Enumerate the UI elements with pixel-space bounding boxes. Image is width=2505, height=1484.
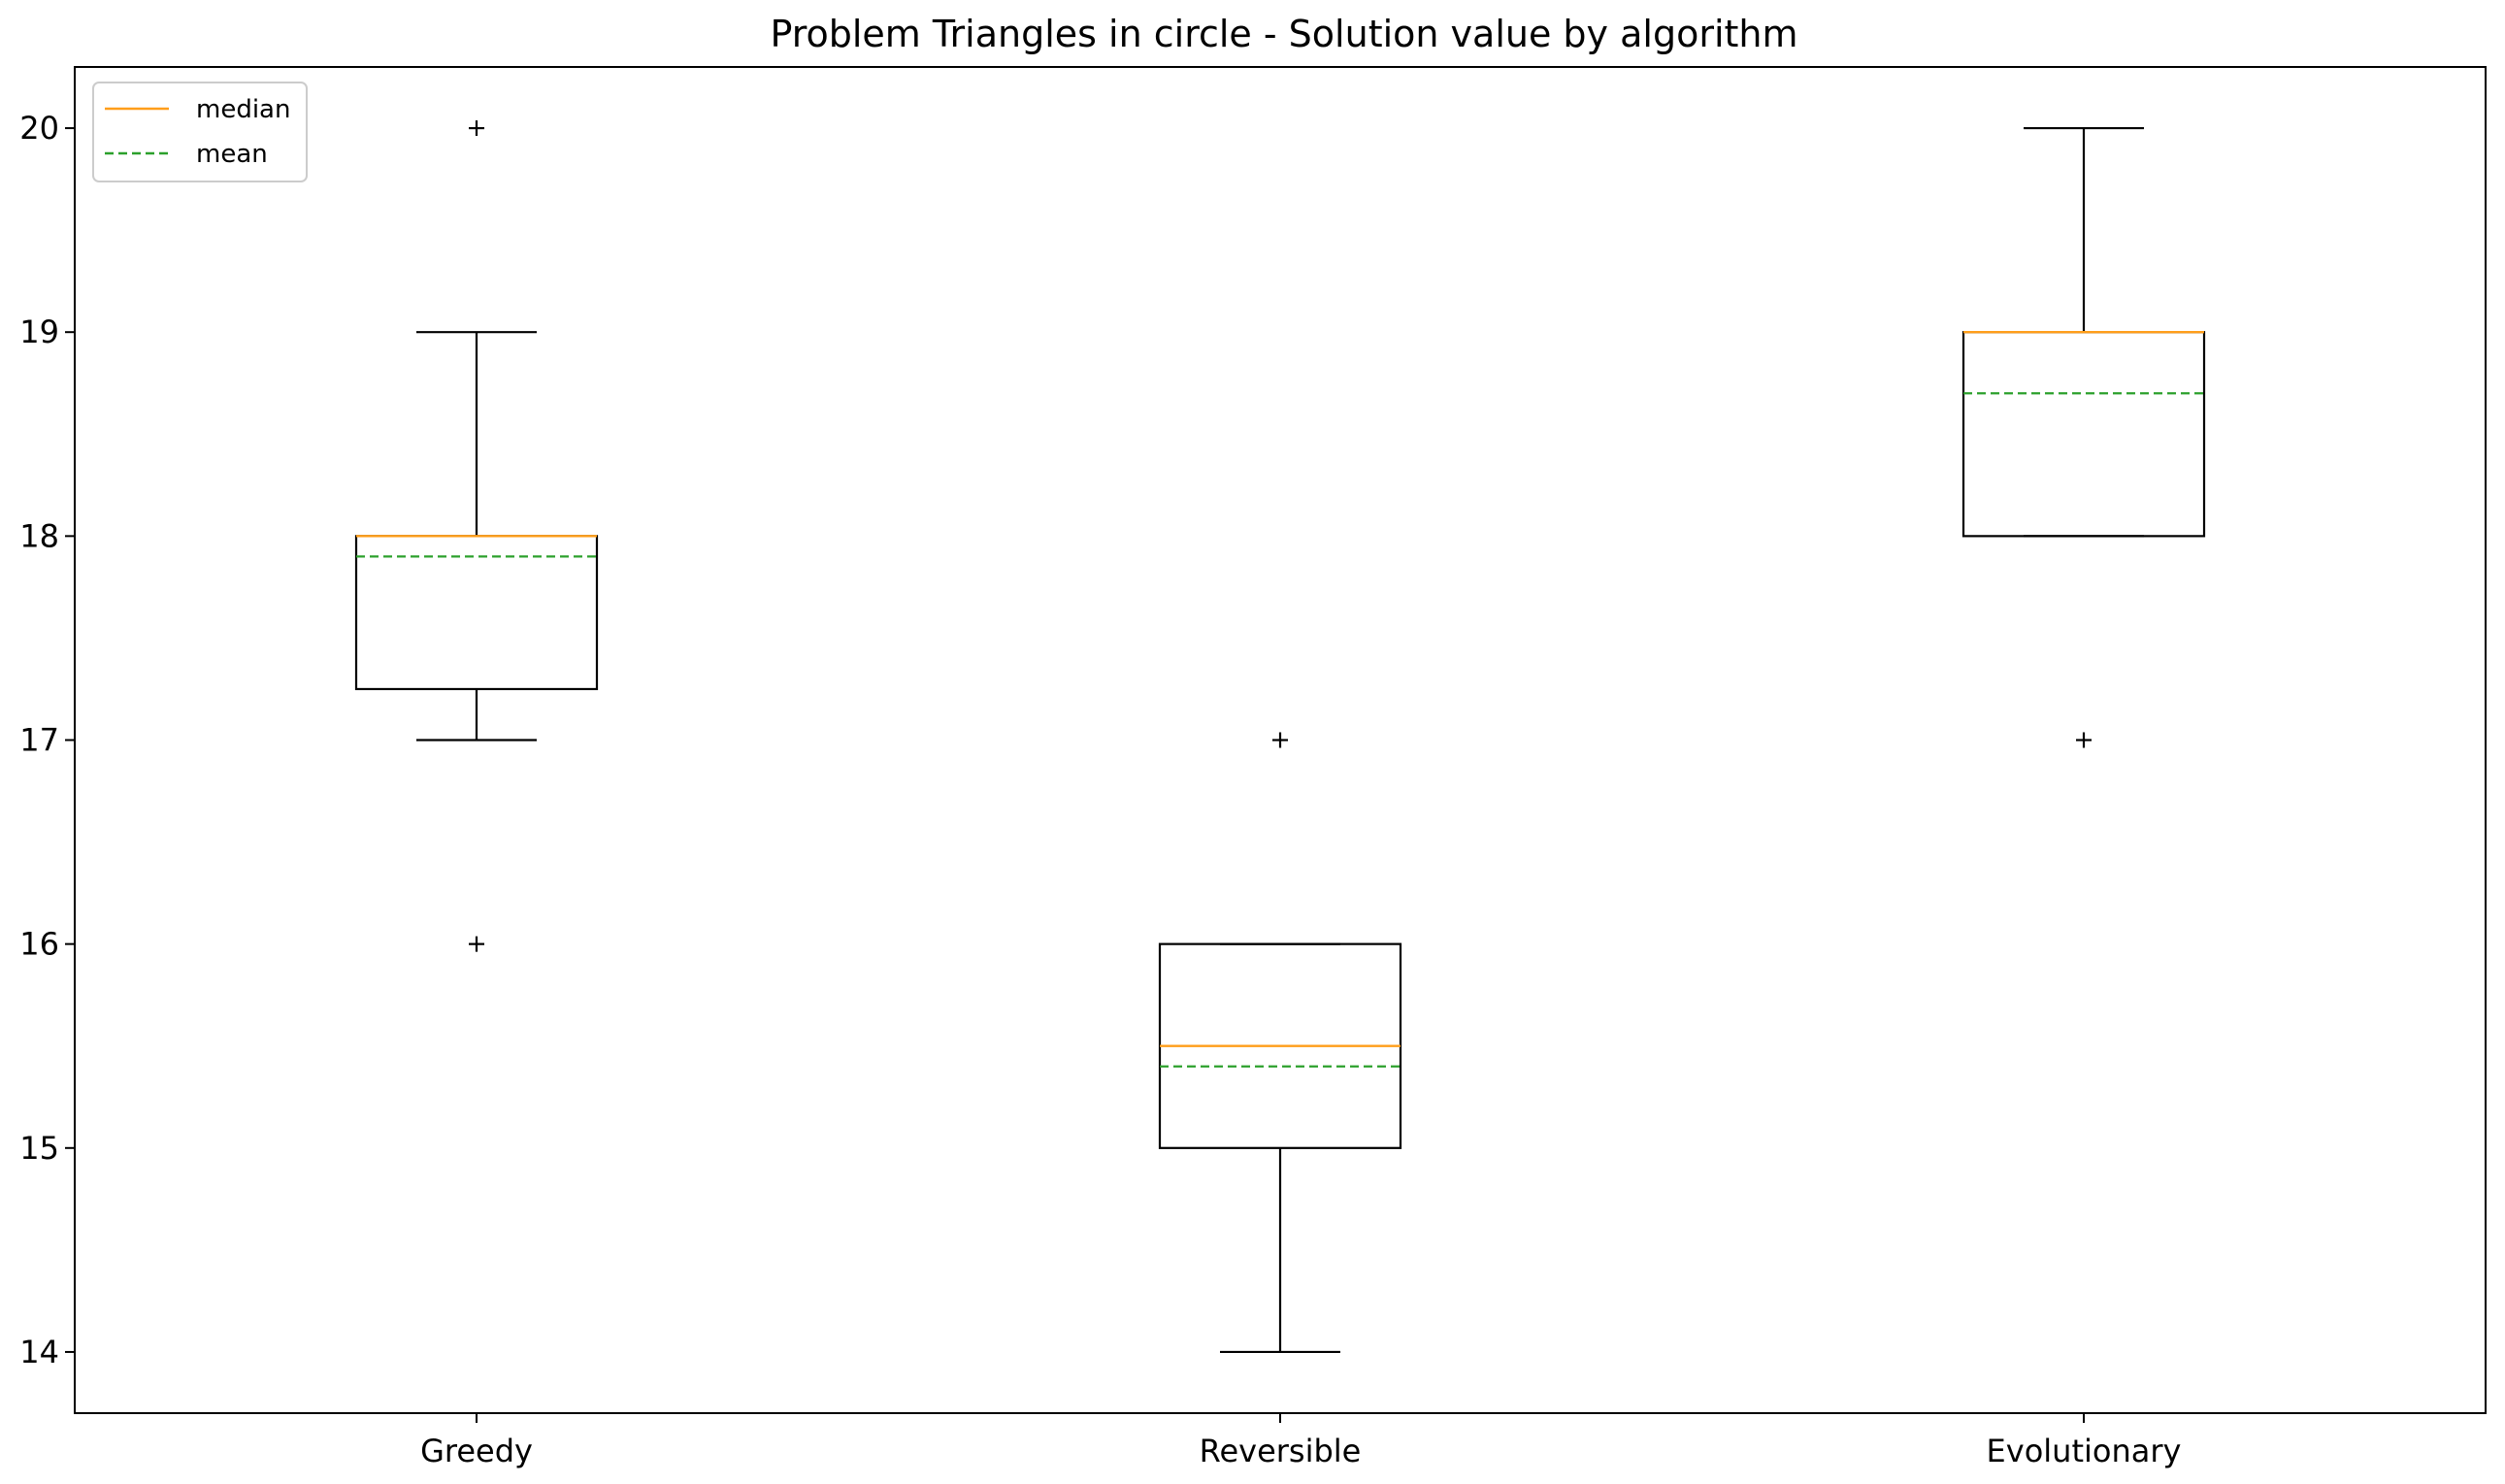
- legend: median mean: [92, 82, 308, 182]
- legend-frame: [92, 82, 308, 182]
- box-greedy: [354, 120, 599, 952]
- box-reversible: [1158, 732, 1402, 1354]
- y-tick-label: 14: [19, 1334, 59, 1370]
- outlier-marker: [1272, 732, 1288, 748]
- y-tick-label: 17: [19, 722, 59, 759]
- y-tick-label: 20: [19, 110, 59, 147]
- y-tick-label: 19: [19, 313, 59, 350]
- legend-label-median: median: [196, 95, 290, 124]
- y-tick-label: 15: [19, 1130, 59, 1167]
- outlier-marker: [2076, 732, 2092, 748]
- legend-label-mean: mean: [196, 140, 268, 169]
- x-tick-label: Evolutionary: [1987, 1433, 2182, 1469]
- y-tick-label: 16: [19, 926, 59, 963]
- x-tick-label: Greedy: [420, 1433, 533, 1469]
- x-tick-label: Reversible: [1200, 1433, 1362, 1469]
- y-tick-label: 18: [19, 517, 59, 554]
- plot-area: 14 15 16 17 18 19 20 Greedy Reversible Evolutiona…: [19, 110, 2206, 1469]
- outlier-marker: [469, 936, 484, 952]
- outlier-marker: [469, 120, 484, 137]
- box-evolutionary: [1961, 126, 2206, 748]
- chart-title: Problem Triangles in circle - Solution v…: [770, 13, 1797, 55]
- axes-frame: [74, 66, 2487, 1414]
